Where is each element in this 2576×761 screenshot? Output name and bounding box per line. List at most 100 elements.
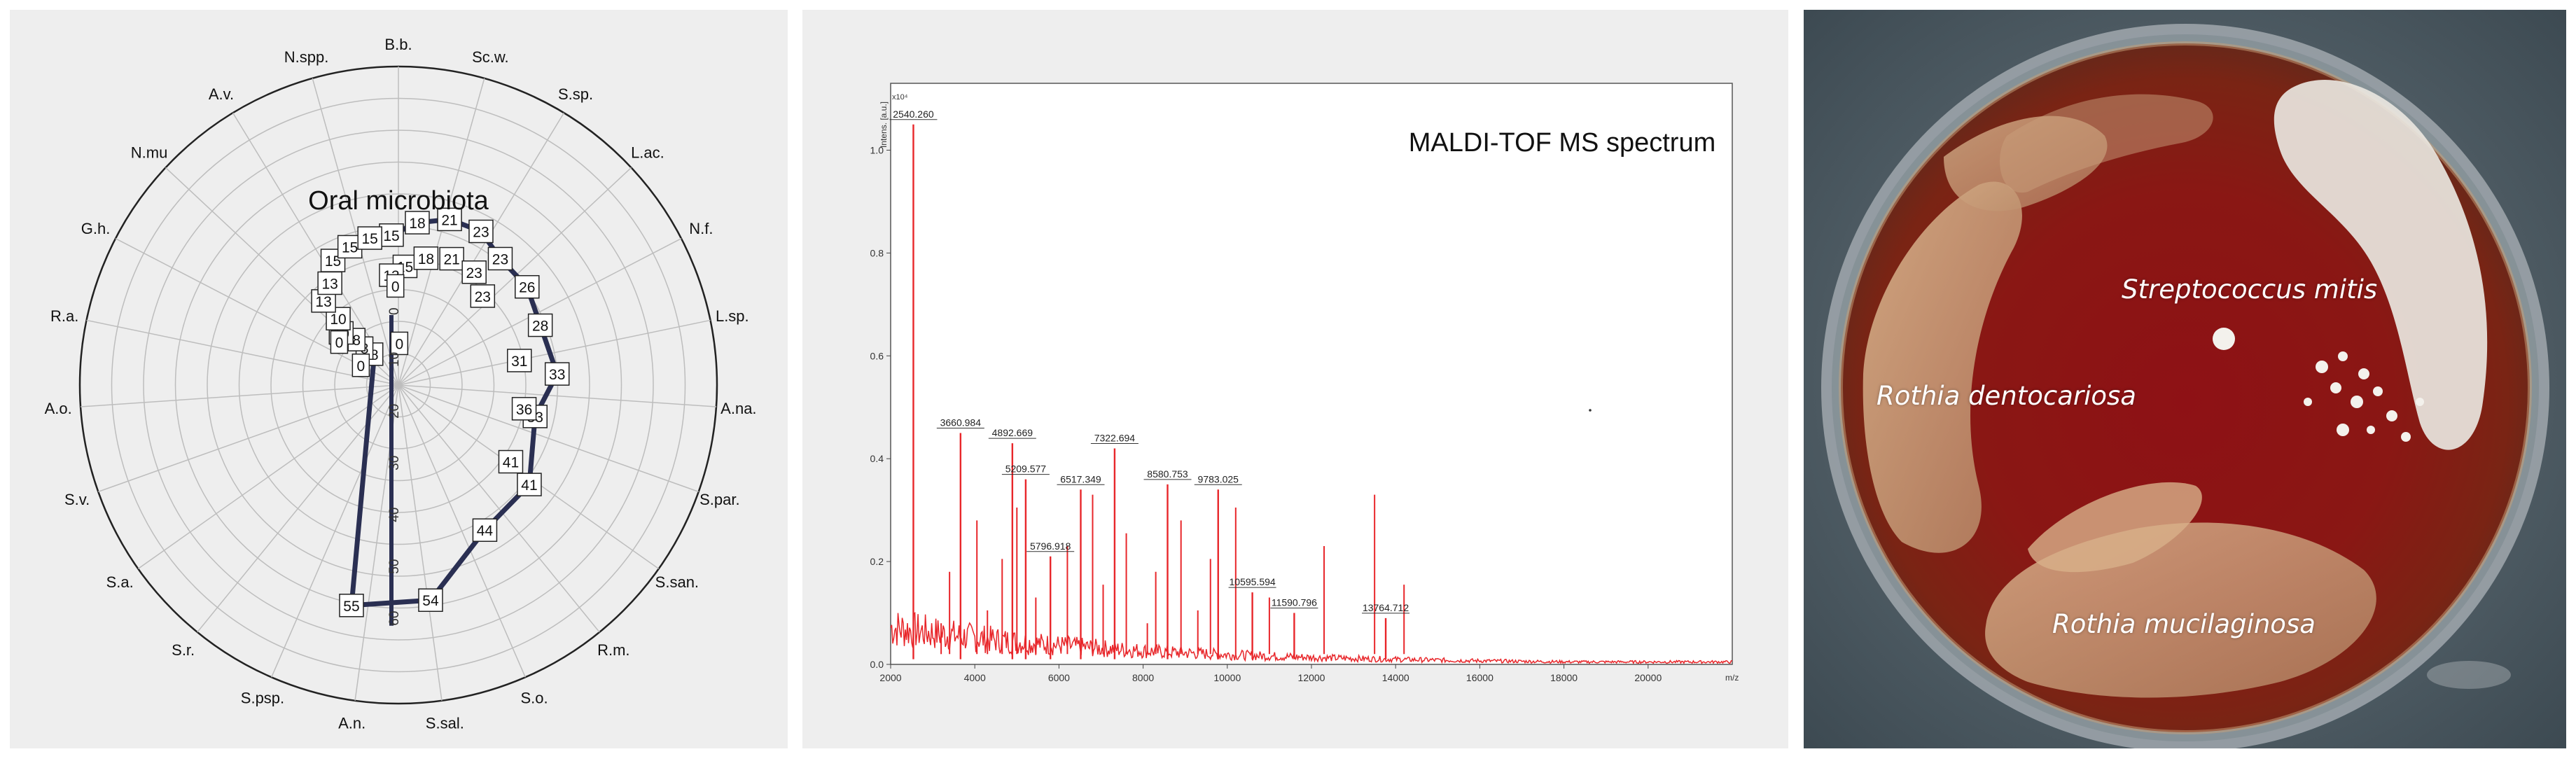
radar-axis-label: S.a. [106,573,134,591]
radar-value-text: 54 [422,593,439,609]
radar-value-label: 13 [317,271,342,295]
spectrum-ytick: 0.6 [870,350,884,361]
spectrum-xtick: 6000 [1048,672,1070,683]
radar-value-text: 0 [335,335,344,351]
radar-title: Oral microbiota [308,186,489,216]
spectrum-peak-label: 3660.984 [940,417,982,428]
radar-axis-label: S.r. [172,641,195,659]
spectrum-xtick: 2000 [879,672,901,683]
radar-value-label: 44 [472,518,498,542]
label-rothia-mucilaginosa: Rothia mucilaginosa [2052,609,2316,639]
spectrum-ytick: 0.8 [870,247,884,258]
radar-axis-label: R.m. [597,641,629,659]
radar-axis-label: N.f. [689,220,713,237]
radar-value-label: 36 [511,397,537,421]
spectrum-xtick: 12000 [1298,672,1325,683]
radar-axis-label: S.san. [655,573,699,591]
spectrum-peak-label: 5209.577 [1005,463,1047,475]
spectrum-ytick: 0.2 [870,556,884,567]
radar-value-text: 23 [492,251,508,267]
label-rothia-dentocariosa: Rothia dentocariosa [1877,381,2136,411]
radar-axis-label: S.par. [699,491,739,508]
radar-axis-label: A.na. [720,400,756,417]
radar-radial-tick: 40 [387,508,402,522]
radar-value-label: 21 [437,207,462,232]
radar-value-label: 15 [379,223,404,247]
radar-value-label: 0 [390,331,409,356]
radar-value-label: 28 [527,313,553,337]
spectrum-ylabel: Intens. [a.u.] [879,102,889,148]
radar-value-label: 41 [517,473,542,496]
radar-axis-label: S.psp. [241,690,284,707]
radar-axis-label: G.h. [81,220,111,237]
spectrum-peak-label: 7322.694 [1094,433,1136,444]
spectrum-peak-label: 6517.349 [1060,473,1101,484]
radar-value-text: 41 [503,455,519,471]
radar-axis-label: L.ac. [631,144,664,162]
spectrum-ytick: 1.0 [870,144,884,155]
radar-axis-label: S.sal. [426,714,464,732]
spectrum-xtick: 20000 [1634,672,1662,683]
radar-value-label: 23 [470,284,496,308]
spectrum-ytick: 0.4 [870,453,884,464]
radar-value-label: 55 [339,594,364,617]
radar-value-text: 15 [325,253,341,270]
radar-value-text: 23 [466,265,482,281]
radar-chart: B.b. Sc.w. S.sp. L.ac. N.f. L.sp. A.na. S.par. S… [45,36,757,732]
radar-value-label: 23 [487,246,513,271]
radar-value-text: 13 [315,294,331,310]
radar-axis-label: S.v. [64,491,90,508]
radar-value-text: 23 [475,289,491,305]
radar-radial-tick: 0 [387,307,402,315]
spectrum-xtick: 14000 [1382,672,1409,683]
radar-value-text: 13 [321,276,337,292]
radar-value-text: 23 [473,224,489,240]
radar-value-label: 31 [507,349,532,372]
radar-value-text: 55 [343,599,359,615]
radar-axis-label: B.b. [384,36,412,53]
spectrum-chart: 0.0 0.2 0.4 0.6 0.8 1.0 2000 4000 6000 8000 10000 1… [870,83,1739,683]
radar-radial-tick: 10 [387,352,402,367]
radar-axis-label: Sc.w. [472,48,509,66]
petri-dish-photo: Streptococcus mitis Rothia dentocariosa … [1804,10,2566,748]
spectrum-xtick: 18000 [1550,672,1578,683]
radar-value-text: 0 [395,336,403,352]
spectrum-xlabel: m/z [1725,673,1739,683]
spectrum-trace [890,611,1733,665]
radar-value-text: 31 [511,354,527,370]
spectrum-title: MALDI-TOF MS spectrum [1409,128,1715,158]
radar-axis-label: R.a. [50,307,78,325]
radar-value-label: 26 [515,274,540,299]
radar-value-text: 0 [357,358,365,375]
radar-value-label: 18 [413,246,439,270]
radar-value-text: 8 [352,333,361,349]
radar-value-text: 21 [441,212,457,228]
radar-axis-label: A.n. [338,714,365,732]
spectrum-peak-label: 13764.712 [1363,602,1409,613]
radar-value-label: 21 [439,246,464,271]
radar-value-text: 15 [383,228,399,244]
label-streptococcus-mitis: Streptococcus mitis [2122,274,2378,305]
radar-radial-tick: 60 [387,611,402,626]
spectrum-xtick: 8000 [1132,672,1154,683]
spectrum-peak-label: 10595.594 [1230,576,1276,587]
radar-radial-tick: 20 [387,404,402,419]
radar-value-text: 41 [521,477,537,494]
radar-radial-tick: 30 [387,456,402,470]
spectrum-xtick: 16000 [1466,672,1494,683]
radar-panel: B.b. Sc.w. S.sp. L.ac. N.f. L.sp. A.na. S.par. S… [10,10,788,748]
radar-value-label: 0 [386,274,405,298]
spectrum-peak-label: 8580.753 [1147,468,1188,480]
spectrum-peak-label: 9783.025 [1198,473,1239,484]
radar-axis-label: A.v. [209,85,234,103]
radar-value-label: 15 [357,226,382,250]
spectrum-ytick: 0.0 [870,659,884,670]
spectrum-peak-label: 11590.796 [1272,597,1317,608]
spectrum-yexp: x10⁴ [892,93,908,102]
radar-value-text: 26 [519,280,535,296]
radar-axis-label: S.sp. [558,85,593,103]
radar-value-text: 15 [342,239,358,256]
radar-value-text: 44 [477,523,494,539]
radar-axis-label: N.spp. [284,48,329,66]
spectrum-xtick: 4000 [964,672,986,683]
